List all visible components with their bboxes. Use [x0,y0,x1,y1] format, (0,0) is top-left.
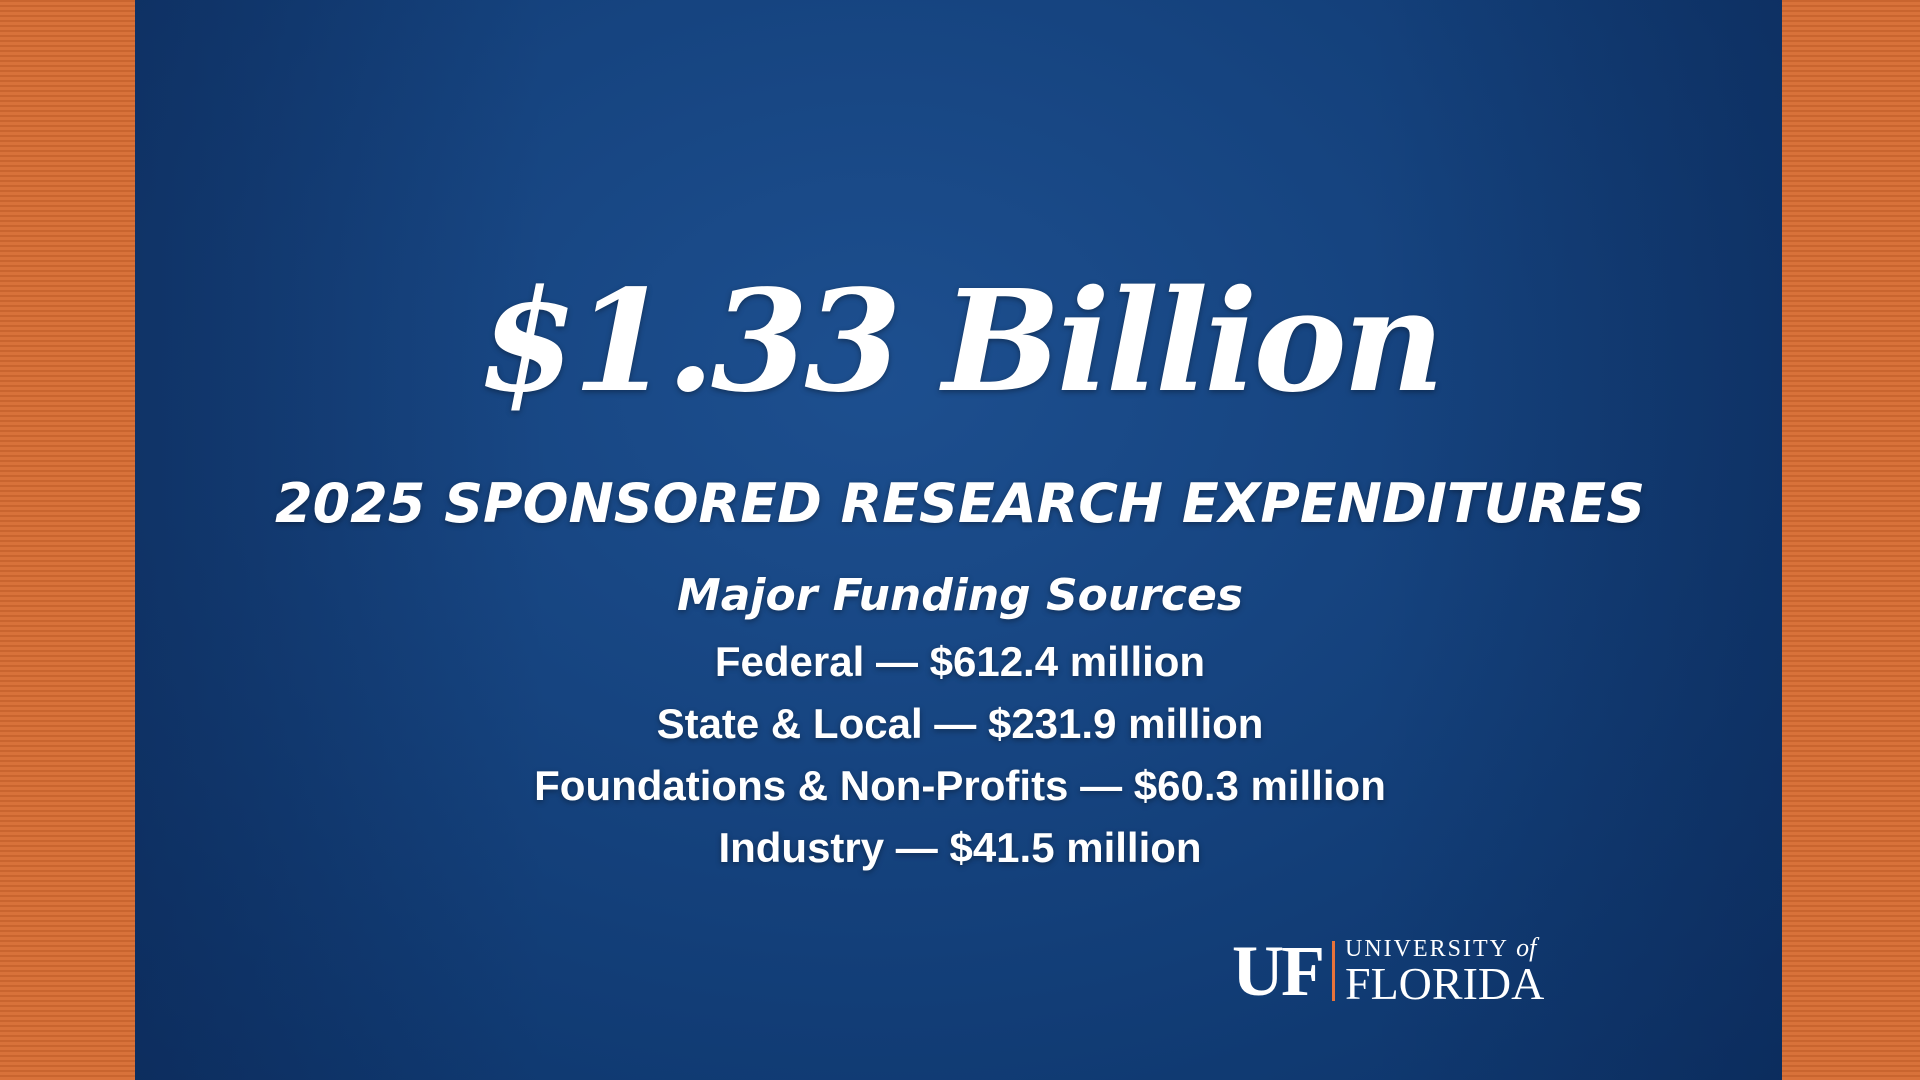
logo-divider [1331,941,1335,1001]
source-item: State & Local — $231.9 million [656,700,1264,747]
source-item: Industry — $41.5 million [718,824,1202,871]
background-panel [135,0,1782,1080]
sources-heading: Major Funding Sources [676,570,1244,621]
source-item: Federal — $612.4 million [714,638,1206,685]
logo-university-text: UNIVERSITY [1344,936,1509,962]
subtitle: 2025 SPONSORED RESEARCH EXPENDITURES [275,472,1645,535]
logo-name: FLORIDA [1344,958,1545,1009]
logo-university: UNIVERSITY of [1344,933,1537,962]
logo: UF UNIVERSITY of FLORIDA [1232,931,1544,1011]
source-item: Foundations & Non-Profits — $60.3 millio… [534,762,1386,809]
logo-of: of [1516,933,1537,962]
headline: $1.33 Billion [479,260,1444,424]
logo-words: UNIVERSITY of FLORIDA [1345,935,1544,1007]
logo-mark: UF [1232,930,1325,1011]
